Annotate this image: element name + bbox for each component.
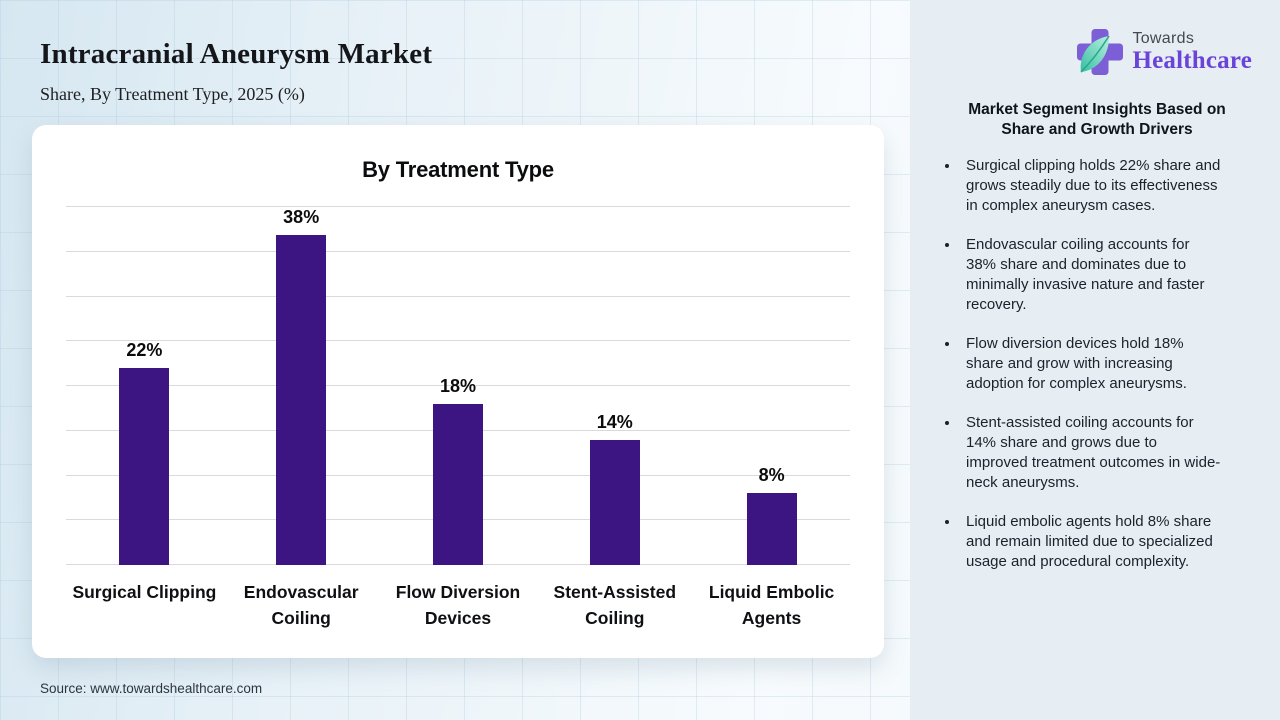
insights-panel: Towards Healthcare Market Segment Insigh…	[910, 0, 1280, 720]
bar-value-label: 18%	[439, 375, 476, 396]
insight-bullet: Endovascular coiling accounts for 38% sh…	[960, 235, 1222, 315]
gridline-20	[66, 385, 850, 386]
bar	[119, 368, 170, 565]
logo-wordmark: Towards Healthcare	[1132, 26, 1252, 75]
bar-value-label: 38%	[283, 207, 320, 227]
bar-value-label: 22%	[126, 340, 163, 361]
page-subtitle: Share, By Treatment Type, 2025 (%)	[40, 84, 305, 104]
category-label: Surgical Clipping	[72, 582, 217, 602]
insights-heading: Market Segment Insights Based on Share a…	[968, 101, 1226, 138]
insight-bullet: Stent-assisted coiling accounts for 14% …	[960, 413, 1222, 493]
bar	[746, 493, 797, 565]
insight-bullet: Liquid embolic agents hold 8% share and …	[960, 512, 1222, 572]
bar-value-label: 8%	[758, 465, 785, 486]
gridline-30	[66, 295, 850, 297]
plot-area: 22% 38% 18% 14% 8%	[66, 206, 850, 565]
chart-title: By Treatment Type	[362, 157, 554, 182]
category-label: Stent-Assisted Coiling	[553, 582, 677, 628]
bar-slot: 14%	[536, 207, 693, 565]
bar-value-label: 14%	[596, 411, 633, 432]
gridline-40	[66, 206, 850, 207]
header: Intracranial Aneurysm Market Share, By T…	[40, 38, 432, 105]
category-label: Flow Diversion Devices	[395, 582, 521, 628]
logo-text-towards: Towards	[1132, 30, 1195, 47]
bar-slot: 8%	[693, 207, 850, 565]
insight-bullet: Flow diversion devices hold 18% share an…	[960, 334, 1222, 394]
source-note: Source: www.towardshealthcare.com	[40, 681, 263, 696]
bar	[276, 235, 327, 565]
bar	[432, 403, 483, 565]
bars-container: 22% 38% 18% 14% 8%	[66, 207, 850, 565]
bar	[589, 439, 640, 565]
page-title: Intracranial Aneurysm Market	[40, 38, 433, 70]
category-label: Endovascular Coiling	[243, 582, 359, 628]
bar-slot: 22%	[66, 207, 223, 565]
towards-healthcare-logo: Towards Healthcare	[938, 26, 1252, 78]
gridline-25	[66, 340, 850, 342]
insight-bullet: Surgical clipping holds 22% share and gr…	[960, 156, 1222, 216]
chart-card: By Treatment Type 22% 38% 18% 14% 8% Surgica…	[32, 125, 884, 658]
gridline-35	[66, 250, 850, 252]
bar-slot: 38%	[223, 207, 380, 565]
insights-list: Surgical clipping holds 22% share and gr…	[940, 156, 1222, 572]
x-axis-labels: Surgical Clipping Endovascular Coiling Flo…	[66, 579, 850, 631]
logo-text-healthcare: Healthcare	[1132, 47, 1252, 74]
leaf-icon	[1080, 35, 1111, 73]
medical-cross-leaf-icon	[1077, 29, 1124, 75]
category-label: Liquid Embolic Agents	[708, 582, 835, 628]
bar-slot: 18%	[380, 207, 537, 565]
